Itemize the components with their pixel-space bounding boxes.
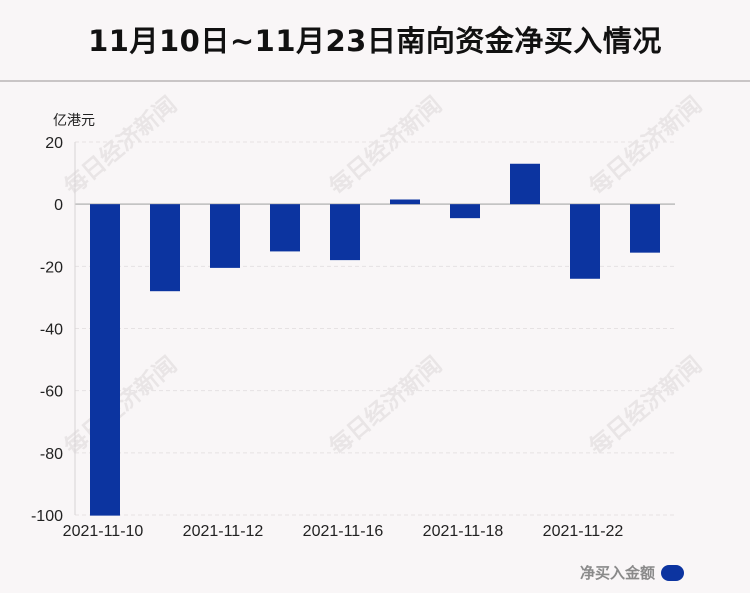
bar bbox=[630, 204, 660, 253]
bar bbox=[510, 163, 540, 205]
bar bbox=[450, 204, 480, 219]
x-tick-label: 2021-11-22 bbox=[543, 523, 624, 540]
chart-title: 11月10日~11月23日南向资金净买入情况 bbox=[88, 24, 662, 58]
legend-label: 净买入金额 bbox=[579, 564, 655, 582]
y-tick-label: -40 bbox=[40, 322, 63, 339]
bar bbox=[330, 204, 360, 261]
y-tick-label: -80 bbox=[40, 446, 63, 463]
bar bbox=[390, 199, 420, 205]
legend-swatch bbox=[661, 564, 684, 581]
x-tick-label: 2021-11-12 bbox=[183, 523, 264, 540]
y-tick-label: 0 bbox=[54, 197, 63, 214]
x-tick-label: 2021-11-10 bbox=[63, 523, 144, 540]
y-tick-label: -60 bbox=[40, 384, 63, 401]
y-tick-label: 20 bbox=[45, 135, 63, 152]
legend: 净买入金额 bbox=[580, 562, 684, 583]
chart-area: 每日经济新闻 每日经济新闻 每日经济新闻 每日经济新闻 每日经济新闻 每日经济新… bbox=[0, 82, 750, 593]
bar bbox=[90, 204, 120, 516]
header: 11月10日~11月23日南向资金净买入情况 bbox=[0, 0, 750, 82]
bar bbox=[570, 204, 600, 279]
y-tick-label: -100 bbox=[31, 508, 63, 525]
bar bbox=[210, 204, 240, 268]
x-tick-label: 2021-11-16 bbox=[303, 523, 384, 540]
y-axis-label: 亿港元 bbox=[53, 113, 95, 129]
x-tick-label: 2021-11-18 bbox=[423, 523, 504, 540]
bar bbox=[270, 204, 300, 252]
bar bbox=[150, 204, 180, 292]
y-tick-label: -20 bbox=[40, 259, 63, 276]
